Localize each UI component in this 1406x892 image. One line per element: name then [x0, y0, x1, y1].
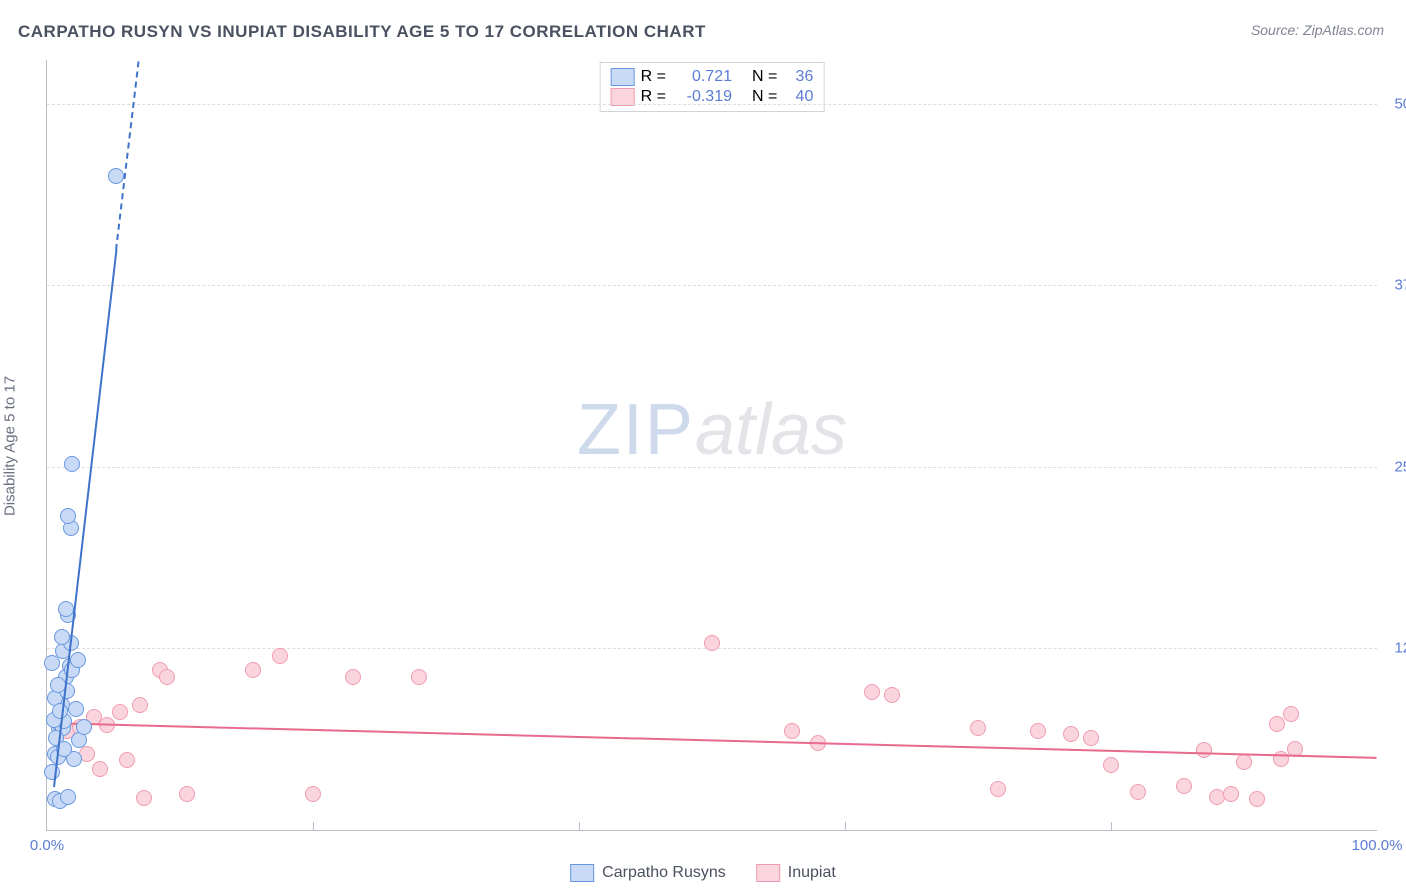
data-point [119, 752, 135, 768]
n-value-carpatho: 36 [783, 68, 813, 86]
data-point [1196, 742, 1212, 758]
data-point [1030, 723, 1046, 739]
plot-area: ZIPatlas R = 0.721 N = 36 R = -0.319 N =… [46, 60, 1377, 831]
data-point [1283, 706, 1299, 722]
data-point [784, 723, 800, 739]
data-point [132, 697, 148, 713]
data-point [272, 648, 288, 664]
data-point [108, 168, 124, 184]
data-point [1249, 791, 1265, 807]
watermark-atlas: atlas [695, 390, 847, 470]
legend-label-carpatho: Carpatho Rusyns [602, 864, 726, 882]
r-value-carpatho: 0.721 [672, 68, 732, 86]
data-point [179, 786, 195, 802]
legend-item-inupiat: Inupiat [756, 864, 836, 882]
data-point [884, 687, 900, 703]
data-point [112, 704, 128, 720]
legend-item-carpatho: Carpatho Rusyns [570, 864, 726, 882]
gridline-vertical [845, 822, 846, 830]
swatch-carpatho [570, 864, 594, 882]
trendline-extension [115, 61, 140, 250]
data-point [68, 701, 84, 717]
x-tick-label: 0.0% [30, 837, 64, 854]
swatch-inupiat [756, 864, 780, 882]
n-label: N = [752, 68, 777, 86]
data-point [58, 601, 74, 617]
data-point [411, 669, 427, 685]
series-legend: Carpatho Rusyns Inupiat [570, 864, 836, 882]
gridline-vertical [579, 822, 580, 830]
swatch-carpatho [611, 68, 635, 86]
data-point [60, 789, 76, 805]
data-point [1103, 757, 1119, 773]
x-tick-label: 100.0% [1352, 837, 1403, 854]
y-tick-label: 12.5% [1382, 640, 1406, 657]
chart-title: CARPATHO RUSYN VS INUPIAT DISABILITY AGE… [18, 22, 706, 42]
data-point [70, 652, 86, 668]
data-point [1269, 716, 1285, 732]
data-point [1176, 778, 1192, 794]
gridline-horizontal [47, 285, 1377, 286]
data-point [60, 508, 76, 524]
data-point [44, 764, 60, 780]
data-point [345, 669, 361, 685]
data-point [54, 629, 70, 645]
gridline-horizontal [47, 467, 1377, 468]
data-point [1223, 786, 1239, 802]
data-point [159, 669, 175, 685]
source-attribution: Source: ZipAtlas.com [1251, 22, 1384, 38]
data-point [245, 662, 261, 678]
y-axis-label: Disability Age 5 to 17 [2, 376, 19, 516]
legend-label-inupiat: Inupiat [788, 864, 836, 882]
data-point [305, 786, 321, 802]
data-point [970, 720, 986, 736]
data-point [864, 684, 880, 700]
data-point [136, 790, 152, 806]
data-point [1273, 751, 1289, 767]
watermark: ZIPatlas [577, 389, 847, 471]
data-point [64, 456, 80, 472]
data-point [92, 761, 108, 777]
y-tick-label: 50.0% [1382, 95, 1406, 112]
data-point [76, 719, 92, 735]
legend-row-carpatho: R = 0.721 N = 36 [611, 67, 814, 87]
y-tick-label: 25.0% [1382, 458, 1406, 475]
data-point [1083, 730, 1099, 746]
data-point [44, 655, 60, 671]
r-label: R = [641, 68, 666, 86]
gridline-vertical [313, 822, 314, 830]
data-point [1236, 754, 1252, 770]
watermark-zip: ZIP [577, 390, 695, 470]
gridline-vertical [1111, 822, 1112, 830]
gridline-horizontal [47, 104, 1377, 105]
data-point [1130, 784, 1146, 800]
data-point [1063, 726, 1079, 742]
data-point [704, 635, 720, 651]
trendline [47, 722, 1377, 759]
data-point [990, 781, 1006, 797]
y-tick-label: 37.5% [1382, 277, 1406, 294]
